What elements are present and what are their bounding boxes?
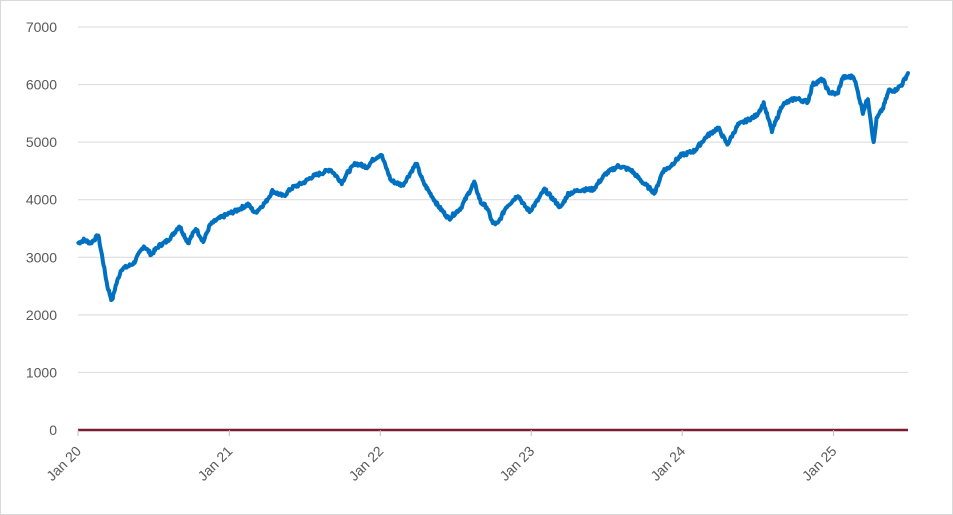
x-tick-label: Jan 21 xyxy=(194,443,235,484)
y-tick-label: 6000 xyxy=(26,77,57,93)
y-tick-label: 3000 xyxy=(26,249,57,265)
y-tick-label: 2000 xyxy=(26,307,57,323)
series-layer xyxy=(76,71,910,302)
series-line xyxy=(76,71,910,302)
x-tick-label: Jan 22 xyxy=(345,443,386,484)
y-tick-label: 0 xyxy=(49,422,57,438)
x-axis xyxy=(77,428,908,436)
x-tick-label: Jan 23 xyxy=(496,443,537,484)
grid-lines xyxy=(78,26,908,373)
y-axis-tick-labels: 0 1000 2000 3000 4000 5000 6000 7000 xyxy=(26,19,57,438)
x-tick-label: Jan 25 xyxy=(799,443,840,484)
y-tick-label: 1000 xyxy=(26,364,57,380)
x-tick-label: Jan 24 xyxy=(647,443,688,484)
x-tick-label: Jan 20 xyxy=(43,443,84,484)
x-axis-tick-labels: Jan 20 Jan 21 Jan 22 Jan 23 Jan 24 Jan 25 xyxy=(43,443,840,484)
y-tick-label: 7000 xyxy=(26,19,57,35)
y-tick-label: 5000 xyxy=(26,134,57,150)
y-tick-label: 4000 xyxy=(26,192,57,208)
